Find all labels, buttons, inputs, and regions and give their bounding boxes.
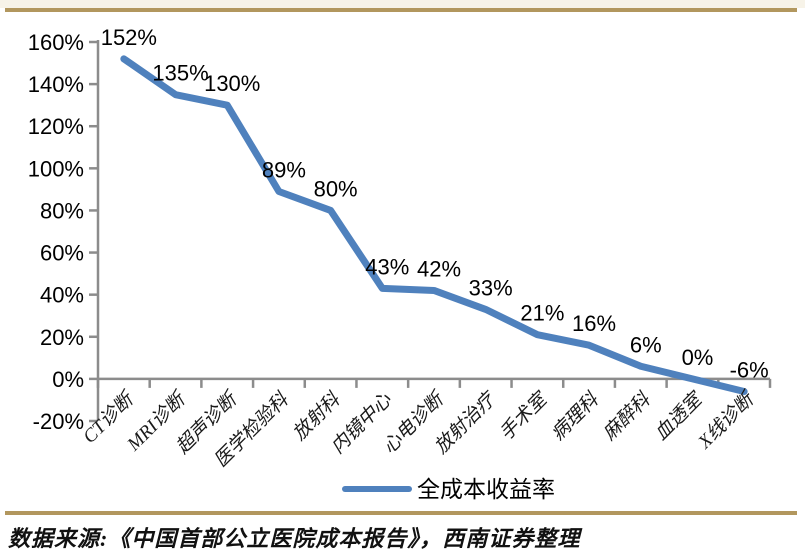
chart-legend: 全成本收益率: [342, 477, 555, 502]
data-label: 135%: [152, 61, 208, 86]
full-cost-return-line-chart: 160%140%120%100%80%60%40%20%0%-20% 152%1…: [28, 25, 772, 502]
data-label: 21%: [520, 301, 564, 326]
category-label: 手术室: [495, 387, 553, 445]
y-tick-label: 80%: [40, 198, 84, 223]
category-label: 放射治疗: [430, 387, 501, 458]
y-tick-label: 60%: [40, 241, 84, 266]
data-source-note: 数据来源:《中国首部公立医院成本报告》，西南证券整理: [8, 526, 581, 551]
y-tick-label: 120%: [28, 114, 84, 139]
data-label: 16%: [572, 311, 616, 336]
category-label: 麻醉科: [598, 388, 655, 445]
data-label: 80%: [314, 176, 358, 201]
top-divider-line: [5, 8, 797, 12]
series-line-group: [120, 55, 748, 396]
category-label: 病理科: [547, 389, 603, 445]
data-label: 42%: [417, 256, 461, 281]
y-tick-label: 160%: [28, 30, 84, 55]
y-tick-label: 40%: [40, 283, 84, 308]
data-label: 130%: [204, 71, 260, 96]
data-label: 33%: [469, 275, 513, 300]
y-tick-label: 0%: [52, 367, 84, 392]
data-label: 6%: [630, 332, 662, 357]
chart-labels-group: 152% 135%130% 89% 80% 43% 42% 33% 21% 16% 6% 0% -6%…: [79, 25, 768, 472]
chart-axes: 160% 140% 120% 100% 80% 60% 40% 20% 0% -20%: [28, 30, 772, 434]
y-tick-label: 20%: [40, 325, 84, 350]
top-margin-strip: [0, 0, 805, 8]
category-label: X线诊断: [694, 387, 760, 453]
y-tick-label: 100%: [28, 156, 84, 181]
legend-label: 全成本收益率: [417, 477, 555, 502]
data-label: 89%: [262, 157, 306, 182]
series-line: [120, 55, 748, 396]
y-tick-label: 140%: [28, 72, 84, 97]
data-label: 152%: [101, 25, 157, 50]
y-tick-label: -20%: [33, 409, 84, 434]
bottom-divider-line: [5, 511, 797, 515]
data-label: 0%: [682, 345, 714, 370]
data-label: 43%: [365, 254, 409, 279]
data-label: -6%: [730, 358, 769, 383]
